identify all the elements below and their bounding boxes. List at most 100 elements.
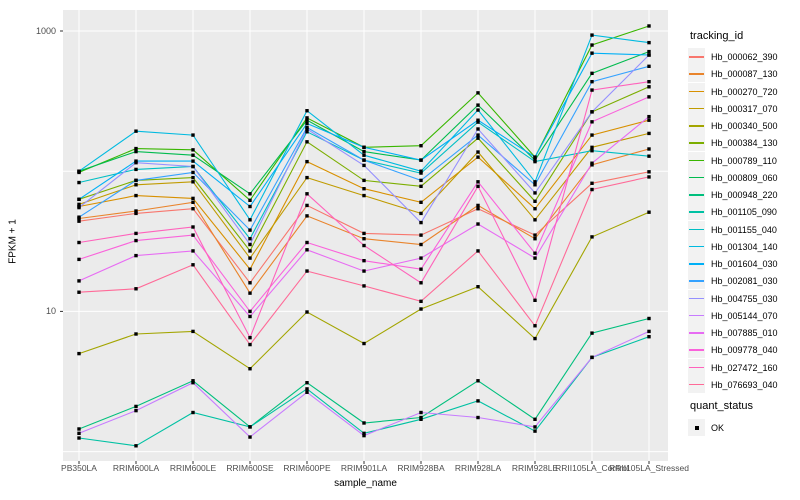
data-point — [533, 324, 537, 328]
data-point — [590, 161, 594, 165]
data-point — [647, 95, 651, 99]
legend-line-swatch — [689, 142, 704, 144]
data-point — [590, 43, 594, 47]
data-point — [362, 145, 366, 150]
data-point — [305, 269, 309, 273]
legend-line-swatch — [689, 228, 704, 231]
data-point — [134, 238, 138, 243]
data-point — [419, 158, 423, 162]
data-point — [419, 171, 423, 175]
legend-key-box — [688, 419, 705, 436]
data-point — [533, 237, 537, 241]
data-point — [476, 180, 480, 184]
legend-line-swatch — [689, 159, 704, 162]
data-point — [134, 193, 138, 198]
y-tick-label: 10 — [45, 305, 56, 316]
data-point — [533, 425, 537, 429]
data-point — [362, 178, 366, 183]
data-point — [191, 148, 195, 152]
data-point — [134, 332, 138, 336]
legend-item-label: Hb_000270_720 — [711, 86, 778, 97]
data-point — [77, 219, 81, 223]
data-point — [647, 24, 651, 28]
data-point — [533, 298, 537, 302]
data-point — [590, 120, 594, 124]
data-point — [248, 291, 252, 295]
data-point — [248, 237, 252, 241]
data-point — [77, 257, 81, 262]
data-point — [305, 140, 309, 144]
legend-line-swatch — [689, 176, 704, 179]
data-point — [590, 71, 594, 76]
legend-key-box — [688, 306, 705, 324]
data-point — [419, 178, 423, 183]
data-point — [590, 88, 594, 92]
data-point — [305, 159, 309, 164]
data-point — [362, 158, 366, 162]
data-point — [533, 183, 537, 187]
data-point — [419, 299, 423, 304]
data-point — [305, 175, 309, 180]
data-point — [419, 410, 423, 415]
legend-item-label: Hb_000087_130 — [711, 69, 778, 80]
legend-item-label: Hb_000384_130 — [711, 138, 778, 149]
y-tick-label: 1000 — [35, 25, 56, 36]
legend-item-label: Hb_004755_030 — [711, 293, 778, 304]
data-point — [134, 287, 138, 291]
data-point — [191, 175, 195, 180]
data-point — [134, 408, 138, 413]
legend-item-label: Hb_007885_010 — [711, 328, 778, 338]
data-point — [476, 136, 480, 140]
legend-line-swatch — [689, 314, 704, 317]
data-point — [248, 281, 252, 285]
data-point — [191, 381, 195, 385]
legend-item-label: Hb_000789_110 — [711, 155, 777, 166]
x-tick-label: RRIM928BA — [397, 463, 445, 473]
data-point — [191, 329, 195, 334]
data-point — [590, 149, 594, 153]
data-point — [590, 133, 594, 137]
legend-item-label: Hb_000317_070 — [711, 103, 778, 114]
x-tick-label: RRIM901LA — [340, 463, 388, 473]
data-point — [419, 267, 423, 271]
data-point — [533, 233, 537, 237]
data-point — [248, 198, 252, 203]
legend-line-swatch — [689, 245, 704, 248]
data-point — [248, 342, 252, 347]
data-point — [590, 331, 594, 335]
legend-key-box — [688, 375, 705, 393]
legend-item-label: Hb_001155_040 — [711, 224, 777, 235]
data-point — [77, 431, 81, 436]
data-point — [134, 160, 138, 165]
data-point — [362, 258, 366, 263]
data-point — [362, 237, 366, 241]
data-point — [134, 149, 138, 154]
legend-line-swatch — [689, 125, 704, 127]
data-point — [248, 228, 252, 232]
data-point — [191, 225, 195, 229]
data-point — [647, 53, 651, 57]
data-point — [362, 153, 366, 157]
data-point — [134, 209, 138, 213]
data-point — [419, 256, 423, 260]
data-point — [191, 196, 195, 201]
data-point — [305, 121, 309, 126]
legend-title-quant-status: quant_status — [690, 400, 753, 412]
data-point — [248, 256, 252, 260]
point-square-icon — [694, 425, 699, 430]
legend-item-label: Hb_005144_070 — [711, 310, 778, 321]
data-point — [590, 181, 594, 185]
data-point — [647, 85, 651, 89]
legend-line-swatch — [689, 366, 704, 369]
legend-line-swatch — [689, 194, 704, 196]
data-point — [248, 192, 252, 196]
data-point — [134, 231, 138, 236]
data-point — [647, 175, 651, 179]
data-point — [419, 307, 423, 311]
legend-item-label: Hb_001105_090 — [711, 207, 777, 218]
data-point — [419, 233, 423, 237]
x-axis-title: sample_name — [334, 478, 397, 489]
data-point — [590, 110, 594, 114]
data-point — [134, 146, 138, 151]
x-tick-label: RRII105LA_Stressed — [609, 463, 689, 473]
